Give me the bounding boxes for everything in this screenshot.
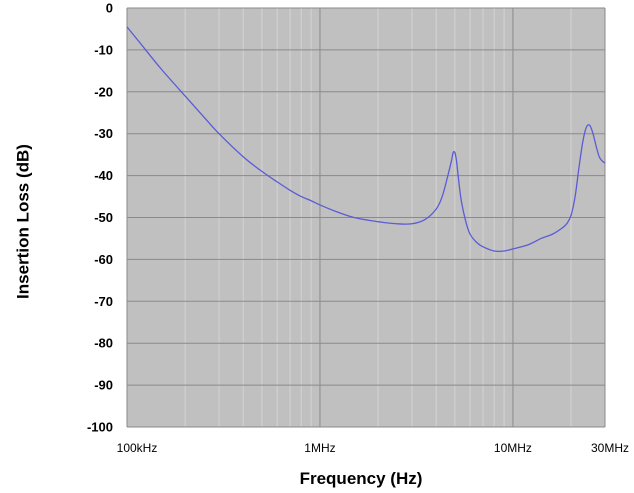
y-tick-label: -10 bbox=[94, 42, 113, 57]
y-tick-label: -60 bbox=[94, 252, 113, 267]
y-tick-label: -50 bbox=[94, 210, 113, 225]
y-tick-label: -30 bbox=[94, 126, 113, 141]
y-tick-label: -90 bbox=[94, 378, 113, 393]
y-tick-label: -20 bbox=[94, 84, 113, 99]
insertion-loss-line bbox=[126, 26, 606, 253]
x-tick-label: 30MHz bbox=[591, 441, 629, 455]
x-tick-label: 100kHz bbox=[117, 441, 158, 455]
data-series bbox=[126, 26, 606, 253]
y-gridlines bbox=[127, 7, 605, 428]
x-axis-title: Frequency (Hz) bbox=[300, 469, 423, 488]
y-tick-label: 0 bbox=[106, 1, 113, 16]
x-tick-labels: 100kHz 1MHz 10MHz 30MHz bbox=[117, 441, 629, 455]
y-axis-title: Insertion Loss (dB) bbox=[13, 144, 32, 299]
y-tick-label: -80 bbox=[94, 336, 113, 351]
y-tick-label: -40 bbox=[94, 168, 113, 183]
x-tick-label: 1MHz bbox=[304, 441, 335, 455]
y-tick-label: -100 bbox=[87, 420, 113, 435]
x-tick-label: 10MHz bbox=[494, 441, 532, 455]
y-tick-labels: 0 -10 -20 -30 -40 -50 -60 -70 -80 -90 -100 bbox=[87, 1, 113, 435]
y-tick-label: -70 bbox=[94, 294, 113, 309]
